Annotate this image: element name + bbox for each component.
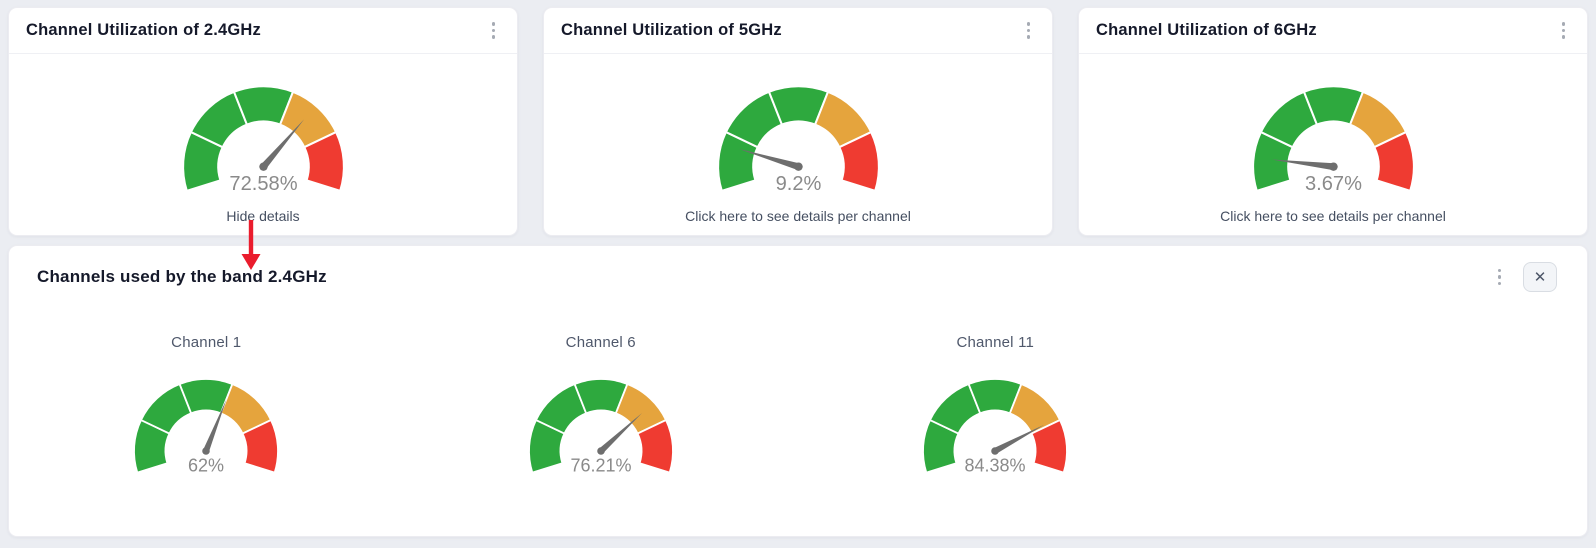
kebab-menu-icon[interactable]: [1492, 266, 1508, 289]
gauge-chart-channel-6: 76.21%: [511, 361, 691, 478]
svg-text:84.38%: 84.38%: [965, 456, 1026, 476]
card-title: Channel Utilization of 6GHz: [1096, 20, 1317, 39]
card-body: 9.2% Click here to see details per chann…: [544, 54, 1052, 224]
gauge-chart-5ghz: 9.2%: [698, 66, 899, 197]
channel-label: Channel 11: [956, 334, 1035, 351]
see-details-link[interactable]: Click here to see details per channel: [1220, 207, 1446, 224]
gauge-chart-channel-1: 62%: [116, 361, 296, 478]
card-body: 3.67% Click here to see details per chan…: [1079, 54, 1587, 224]
card-header: Channel Utilization of 6GHz: [1079, 8, 1587, 54]
hide-details-link[interactable]: Hide details: [226, 207, 300, 224]
card-utilization-5ghz: Channel Utilization of 5GHz 9.2% Click h…: [543, 7, 1053, 236]
svg-text:9.2%: 9.2%: [775, 172, 821, 194]
channel-6-gauge-block: Channel 6 76.21%: [404, 334, 799, 478]
channel-label: Channel 6: [565, 334, 636, 351]
close-icon: ✕: [1533, 268, 1547, 286]
gauge-chart-2_4ghz: 72.58%: [163, 66, 364, 197]
svg-text:76.21%: 76.21%: [570, 456, 631, 476]
kebab-menu-icon[interactable]: [1021, 19, 1037, 42]
channel-11-gauge-block: Channel 11 84.38%: [798, 334, 1193, 478]
svg-text:62%: 62%: [188, 456, 224, 476]
card-utilization-6ghz: Channel Utilization of 6GHz 3.67% Click …: [1078, 7, 1588, 236]
close-panel-button[interactable]: ✕: [1523, 262, 1557, 292]
card-header: Channel Utilization of 5GHz: [544, 8, 1052, 54]
card-title: Channel Utilization of 2.4GHz: [26, 20, 261, 39]
card-title: Channel Utilization of 5GHz: [561, 20, 782, 39]
svg-text:3.67%: 3.67%: [1305, 172, 1362, 194]
card-body: 72.58% Hide details: [9, 54, 517, 224]
card-header: Channel Utilization of 2.4GHz: [9, 8, 517, 54]
channels-details-panel: Channels used by the band 2.4GHz ✕ Chann…: [8, 245, 1588, 537]
panel-actions: ✕: [1492, 262, 1557, 292]
see-details-link[interactable]: Click here to see details per channel: [685, 207, 911, 224]
gauge-cards-row: Channel Utilization of 2.4GHz 72.58% Hid…: [0, 0, 1596, 236]
channel-label: Channel 1: [171, 334, 242, 351]
card-utilization-2_4ghz: Channel Utilization of 2.4GHz 72.58% Hid…: [8, 7, 518, 236]
panel-title: Channels used by the band 2.4GHz: [37, 267, 327, 286]
panel-header: Channels used by the band 2.4GHz ✕: [9, 246, 1587, 292]
gauge-chart-6ghz: 3.67%: [1233, 66, 1434, 197]
svg-text:72.58%: 72.58%: [229, 172, 297, 194]
channel-1-gauge-block: Channel 1 62%: [9, 334, 404, 478]
gauge-chart-channel-11: 84.38%: [905, 361, 1085, 478]
channels-grid: Channel 1 62% Channel 6 76.21% Channel 1…: [9, 334, 1587, 478]
kebab-menu-icon[interactable]: [486, 19, 502, 42]
kebab-menu-icon[interactable]: [1556, 19, 1572, 42]
